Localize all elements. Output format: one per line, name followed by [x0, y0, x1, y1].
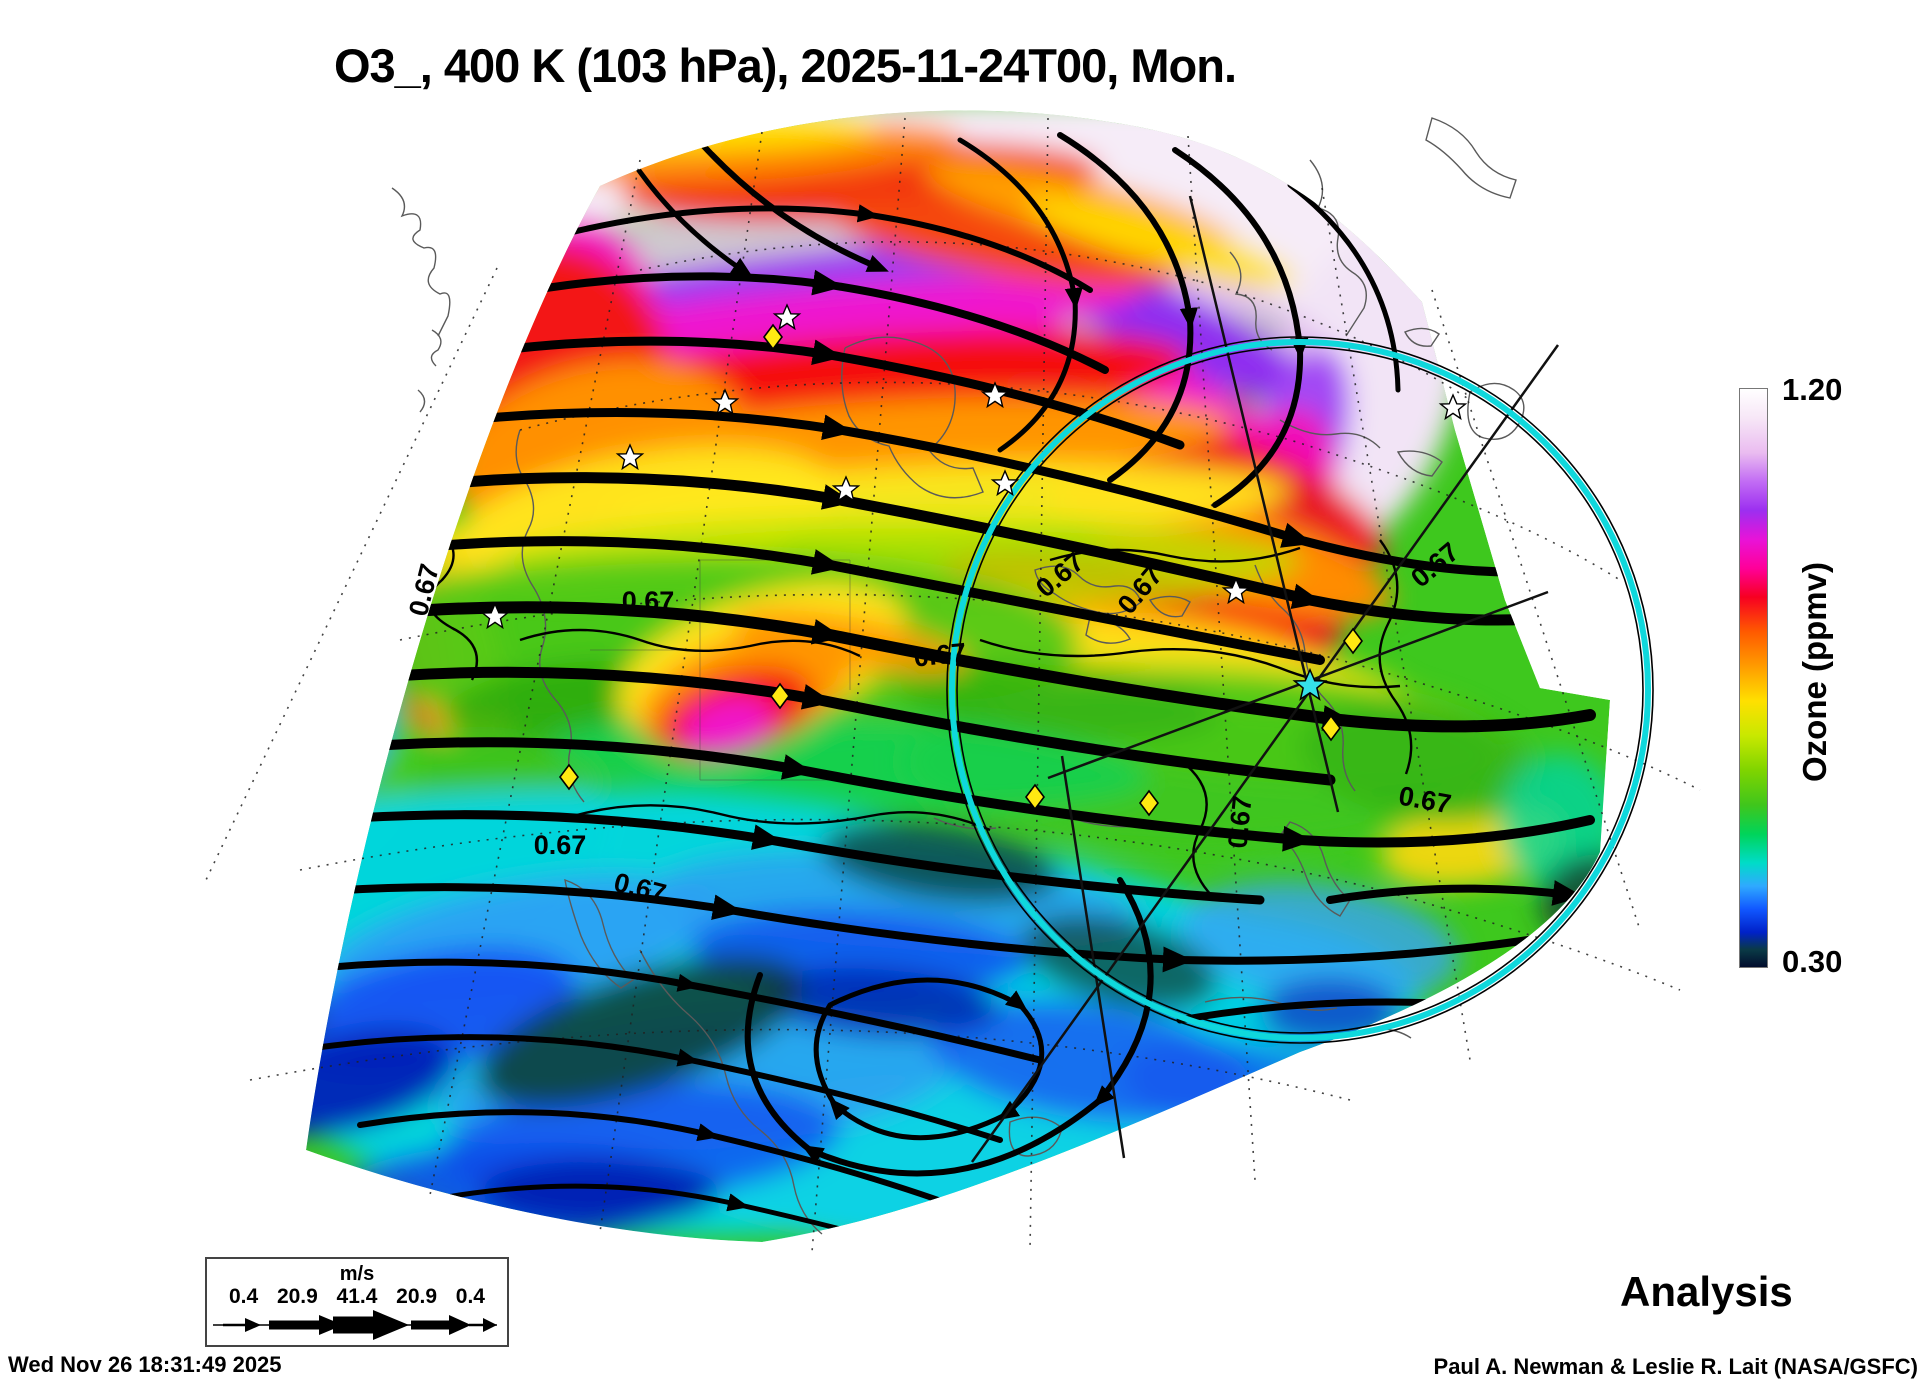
coastline-anticosti	[1404, 327, 1440, 347]
coastline-islands	[417, 329, 442, 413]
credit-text: Paul A. Newman & Leslie R. Lait (NASA/GS…	[1433, 1354, 1918, 1379]
streamline	[306, 737, 1595, 852]
page-title: O3_, 400 K (103 hPa), 2025-11-24T00, Mon…	[333, 39, 1237, 92]
star-station-marker	[1221, 577, 1251, 605]
ring-center-star-marker	[1292, 667, 1328, 701]
streamline	[306, 810, 1265, 905]
star-station-marker	[480, 602, 510, 630]
track-lines	[970, 195, 1560, 1163]
streamline	[458, 170, 478, 423]
coastline-baja	[564, 878, 635, 989]
star-station-marker	[710, 388, 740, 416]
colorbar-max-tick: 1.20	[1782, 372, 1843, 407]
coastline-nova-scotia	[1396, 450, 1443, 477]
coastline-greenland	[1425, 117, 1517, 199]
legend-unit-label: m/s	[339, 1263, 375, 1285]
streamline	[1326, 880, 1584, 906]
generation-timestamp: Wed Nov 26 18:31:49 2025	[8, 1352, 282, 1377]
diamond-station-marker	[1343, 627, 1363, 655]
contour-line	[519, 628, 861, 658]
diamond-station-marker	[559, 763, 579, 791]
streamline	[697, 139, 889, 272]
streamline	[306, 601, 1596, 733]
streamline	[339, 472, 1586, 626]
wind-speed-legend: m/s 0.4 20.9 41.4 20.9 0.4	[205, 1257, 509, 1347]
legend-speed: 20.9	[276, 1285, 318, 1308]
diamond-station-marker	[763, 323, 783, 351]
contour-label: 0.67	[622, 586, 675, 616]
star-station-marker	[1438, 393, 1468, 421]
ozone-colorbar	[1739, 388, 1768, 968]
legend-speed: 20.9	[396, 1285, 438, 1308]
legend-speed: 0.4	[455, 1285, 485, 1308]
streamline	[1287, 182, 1401, 393]
ozone-field	[306, 110, 1610, 1243]
diamond-station-marker	[1139, 789, 1159, 817]
contour-label: 0.67	[912, 637, 967, 672]
diamond-station-marker	[770, 682, 790, 710]
track-line	[970, 344, 1560, 1163]
coastline-alaska	[391, 187, 451, 337]
range-ring	[946, 336, 1654, 1044]
track-line	[1188, 195, 1340, 813]
legend-speed: 41.4	[336, 1285, 378, 1308]
contour-line	[1378, 539, 1413, 775]
track-line	[1047, 590, 1549, 780]
streamline	[357, 1109, 983, 1218]
streamline	[476, 269, 1109, 374]
star-station-marker	[831, 475, 861, 503]
analysis-label: Analysis	[1620, 1268, 1793, 1315]
star-station-marker	[772, 303, 802, 331]
colorbar-min-tick: 0.30	[1782, 944, 1843, 979]
coastline-mexico	[639, 949, 823, 1235]
contour-label: 0.67	[1222, 794, 1257, 849]
streamline	[957, 137, 1083, 453]
streamline	[425, 336, 1185, 450]
meridian-line	[1321, 187, 1471, 1061]
star-station-marker	[990, 469, 1020, 497]
star-station-marker	[615, 443, 645, 471]
legend-arrow-scale	[213, 1310, 497, 1340]
streamline	[427, 1183, 963, 1243]
diamond-station-marker	[1321, 714, 1341, 742]
coastline-labrador	[1309, 159, 1367, 337]
streamline	[380, 408, 1565, 577]
streamline	[306, 883, 1564, 973]
diamond-station-marker	[1025, 783, 1045, 811]
contour-label: 0.67	[534, 830, 587, 860]
station-markers	[480, 303, 1468, 817]
track-line	[1060, 755, 1126, 1159]
legend-speed: 0.4	[229, 1285, 259, 1308]
streamline-vortex	[744, 877, 1154, 1177]
streamline	[557, 204, 1093, 293]
star-station-marker	[980, 381, 1010, 409]
legend-speed-values: 0.4 20.9 41.4 20.9 0.4	[207, 1285, 507, 1309]
colorbar-axis-label: Ozone (ppmv)	[1796, 562, 1833, 782]
